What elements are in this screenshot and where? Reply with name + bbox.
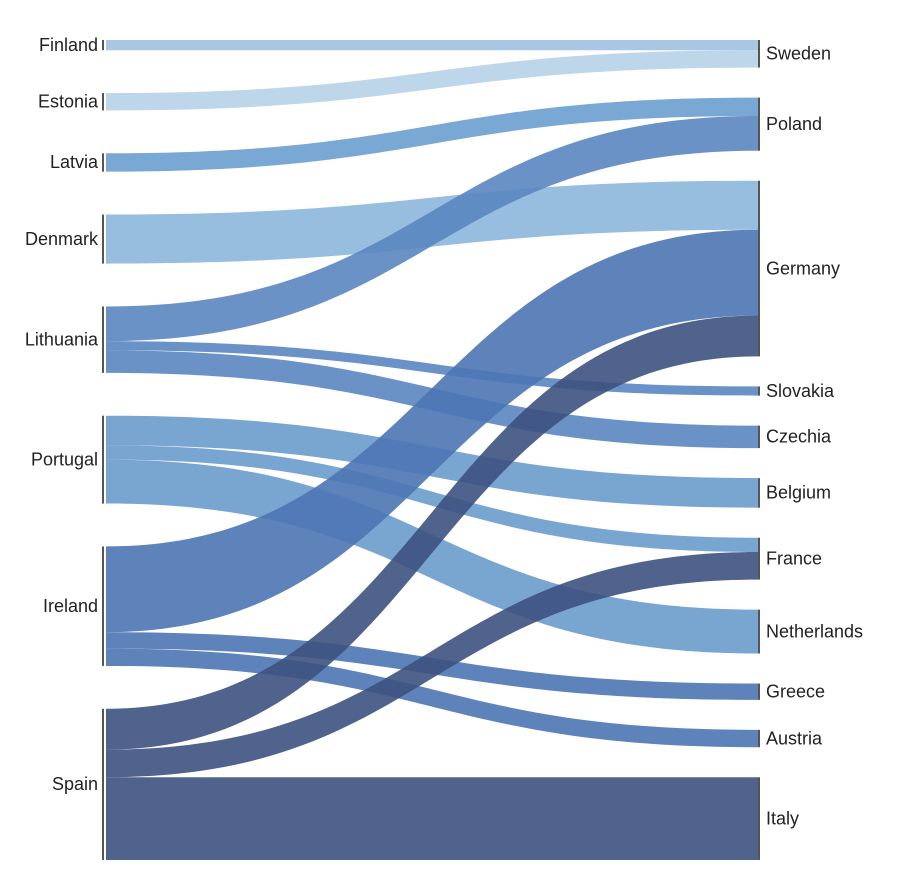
node [102, 40, 104, 51]
node [758, 683, 760, 700]
node [758, 729, 760, 748]
node [758, 40, 760, 68]
node-label: Netherlands [766, 621, 863, 641]
node-label: Latvia [50, 152, 99, 172]
node-label: Slovakia [766, 381, 835, 401]
node [102, 708, 104, 860]
node [758, 777, 760, 860]
node-label: Denmark [25, 229, 99, 249]
node-label: Austria [766, 728, 823, 748]
node-label: Estonia [38, 92, 99, 112]
node [758, 97, 760, 151]
node-label: Germany [766, 258, 840, 278]
node [102, 546, 104, 666]
node-label: Italy [766, 808, 799, 828]
node [758, 537, 760, 580]
nodes: Finland Estonia Latvia Denmark Lithuania Port… [25, 35, 863, 860]
node [102, 306, 104, 373]
node-label: Poland [766, 114, 822, 134]
node [102, 93, 104, 111]
node [102, 214, 104, 264]
links [106, 40, 758, 860]
node-label: Lithuania [25, 329, 99, 349]
link [106, 445, 758, 553]
node-label: Portugal [31, 449, 98, 469]
node [758, 609, 760, 654]
node [758, 425, 760, 449]
node-label: Spain [52, 774, 98, 794]
node-label: France [766, 548, 822, 568]
link [106, 40, 758, 51]
link [106, 50, 758, 111]
node [102, 415, 104, 504]
link [106, 459, 758, 654]
node [758, 180, 760, 357]
link [106, 229, 758, 633]
node [758, 386, 760, 396]
node-label: Czechia [766, 427, 832, 447]
node-label: Ireland [43, 596, 98, 616]
node-label: Greece [766, 681, 825, 701]
link [106, 97, 758, 172]
node-label: Belgium [766, 483, 831, 503]
link [106, 115, 758, 342]
link [106, 777, 758, 860]
node [102, 153, 104, 172]
node-label: Sweden [766, 44, 831, 64]
link [106, 552, 758, 778]
node-label: Finland [39, 35, 98, 55]
node [758, 478, 760, 508]
link [106, 315, 758, 750]
